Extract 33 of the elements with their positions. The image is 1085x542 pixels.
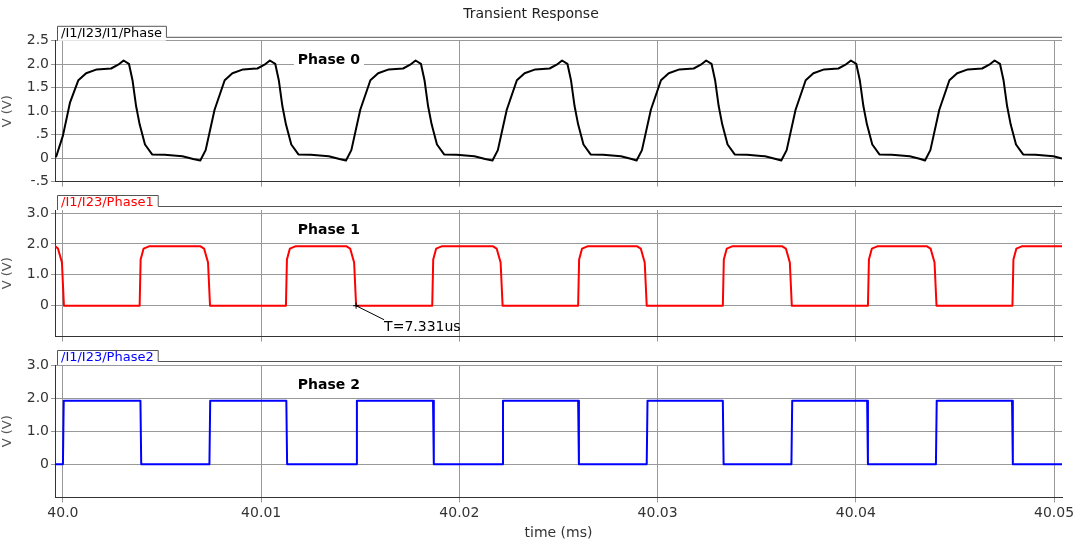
text: /I1/I23/Phase2 [61, 348, 154, 364]
chart-title: Transient Response [462, 5, 599, 22]
y-tick-label: 1.0 [26, 421, 49, 438]
y-tick-label: 2.0 [26, 388, 49, 405]
x-tick-label: 40.01 [241, 504, 282, 521]
y-tick-label: -.5 [30, 172, 49, 189]
y-tick-label: 0 [40, 454, 49, 471]
y-tick-label: 1.0 [26, 265, 49, 282]
y-tick-label: 3.0 [26, 203, 49, 220]
annotation: Phase 0 [297, 51, 361, 68]
x-tick-label: 40.02 [439, 504, 480, 521]
annotation: Phase 1 [297, 220, 360, 237]
y-tick-label: 2.0 [26, 234, 49, 251]
text: /I1/I23/Phase1 [61, 193, 154, 209]
y-tick-label: .5 [35, 125, 49, 142]
y-axis-title: V (V) [0, 95, 15, 128]
text: /I1/I23/I1/Phase [61, 24, 162, 40]
y-tick-label: 0 [40, 148, 49, 165]
y-tick-label: 1.5 [26, 78, 49, 95]
y-axis-title: V (V) [0, 257, 15, 290]
annotation: Phase 2 [297, 375, 360, 392]
x-axis-title: time (ms) [524, 524, 593, 541]
annotation: T=7.331us [383, 318, 461, 335]
x-tick-label: 40.04 [835, 504, 876, 521]
y-tick-label: 3.0 [26, 355, 49, 372]
x-tick-label: 40.03 [637, 504, 678, 521]
x-tick-label: 40.05 [1034, 504, 1075, 521]
y-tick-label: 1.0 [26, 101, 49, 118]
y-axis-title: V (V) [0, 415, 15, 448]
x-tick-label: 40.0 [47, 504, 79, 521]
y-tick-label: 2.5 [26, 31, 49, 48]
y-tick-label: 0 [40, 296, 49, 313]
y-tick-label: 2.0 [26, 54, 49, 71]
